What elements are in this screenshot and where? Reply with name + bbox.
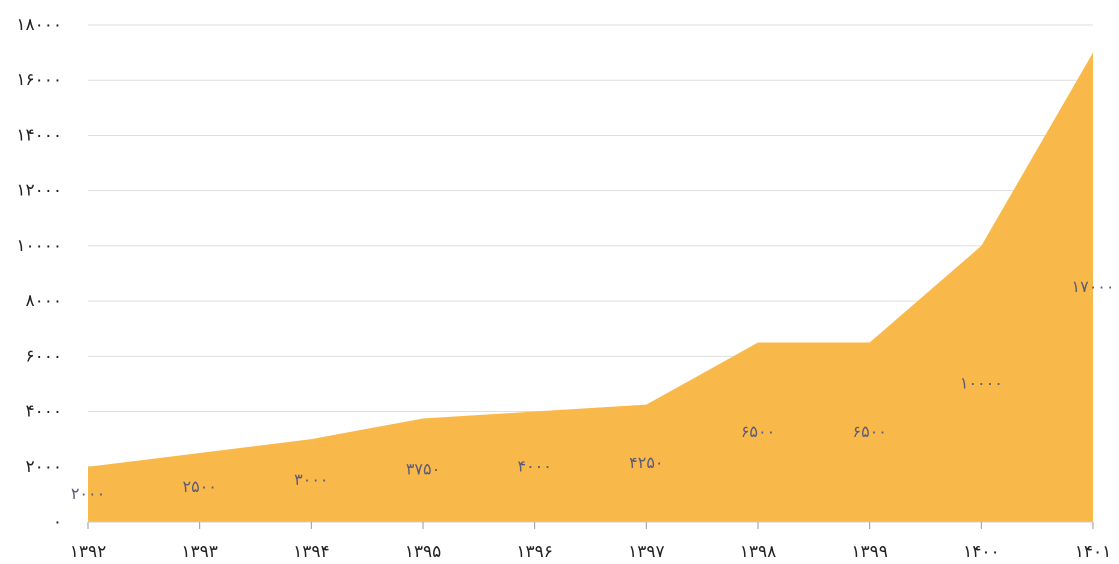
y-tick-label: ۱۲۰۰۰ xyxy=(16,181,62,201)
data-label: ۴۲۵۰ xyxy=(629,453,663,472)
data-label: ۳۰۰۰ xyxy=(294,470,328,489)
data-label: ۱۷۰۰۰ xyxy=(1072,277,1115,296)
data-label: ۱۰۰۰۰ xyxy=(960,373,1003,392)
y-tick-label: ۲۰۰۰ xyxy=(25,457,62,477)
x-tick-label: ۱۴۰۰ xyxy=(963,542,1000,562)
y-tick-label: ۱۰۰۰۰ xyxy=(16,236,62,256)
data-label: ۶۵۰۰ xyxy=(741,422,775,441)
data-label: ۲۰۰۰ xyxy=(71,484,105,503)
x-tick-label: ۱۳۹۶ xyxy=(516,542,553,562)
x-tick-label: ۱۳۹۵ xyxy=(405,542,442,562)
x-tick-label: ۱۳۹۴ xyxy=(293,542,330,562)
x-tick-label: ۱۴۰۱ xyxy=(1075,542,1112,562)
y-tick-label: ۰ xyxy=(53,512,62,532)
data-label: ۶۵۰۰ xyxy=(852,422,886,441)
y-tick-label: ۱۶۰۰۰ xyxy=(16,70,62,90)
y-tick-label: ۱۸۰۰۰ xyxy=(16,15,62,35)
x-tick-label: ۱۳۹۸ xyxy=(740,542,777,562)
y-tick-label: ۱۴۰۰۰ xyxy=(16,125,62,145)
x-tick-label: ۱۳۹۷ xyxy=(628,542,665,562)
x-tick-label: ۱۳۹۳ xyxy=(181,542,218,562)
data-label: ۴۰۰۰ xyxy=(517,456,551,475)
area xyxy=(88,52,1093,522)
x-tick-label: ۱۳۹۲ xyxy=(70,542,107,562)
data-label: ۲۵۰۰ xyxy=(182,477,216,496)
y-tick-label: ۶۰۰۰ xyxy=(25,346,62,366)
data-label: ۳۷۵۰ xyxy=(406,460,440,479)
y-tick-label: ۴۰۰۰ xyxy=(25,402,62,422)
y-tick-label: ۸۰۰۰ xyxy=(25,291,62,311)
x-tick-label: ۱۳۹۹ xyxy=(851,542,888,562)
